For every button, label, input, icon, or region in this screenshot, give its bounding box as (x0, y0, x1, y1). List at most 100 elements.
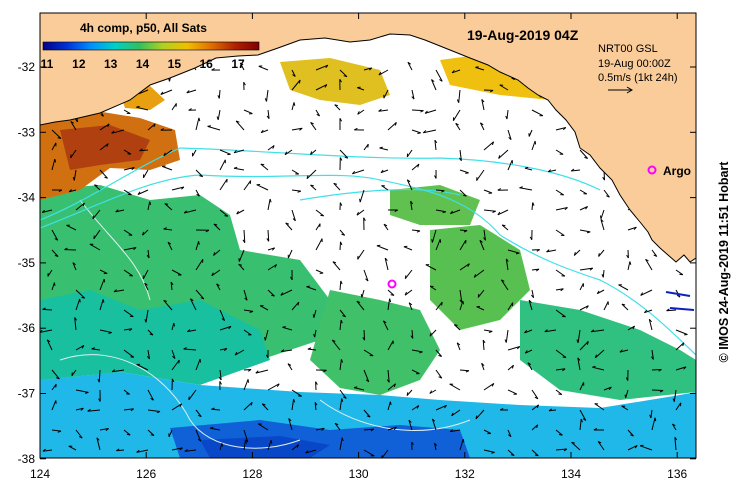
current-vector (450, 429, 461, 433)
current-vector (99, 299, 104, 311)
current-vector (339, 398, 343, 411)
current-vector (555, 127, 566, 131)
current-vector-head (207, 125, 212, 127)
current-vector-head (198, 117, 201, 122)
current-vector (195, 241, 200, 251)
current-vector (431, 79, 437, 91)
current-vector-head (404, 291, 407, 296)
current-vector-head (475, 66, 479, 68)
current-vector (592, 366, 605, 371)
current-vector (525, 349, 533, 354)
current-vector-head (223, 348, 228, 352)
current-vector (339, 280, 342, 291)
current-vector-head (81, 296, 85, 299)
current-vector (339, 241, 341, 251)
current-vector (627, 325, 635, 331)
current-vector (602, 269, 605, 278)
current-vector (376, 245, 389, 251)
current-vector-head (458, 157, 462, 161)
current-vector (170, 282, 173, 291)
current-vector (483, 449, 495, 453)
current-vector (280, 289, 293, 296)
current-vector (267, 247, 275, 251)
current-vector (425, 264, 437, 271)
current-vector (291, 127, 303, 131)
current-vector-head (228, 326, 232, 330)
current-vector-head (357, 111, 360, 115)
info-line-3: 0.5m/s (1kt 24h) (598, 72, 677, 84)
current-vector-head (383, 320, 387, 324)
current-vector-head (535, 268, 540, 272)
current-vector (315, 209, 325, 217)
current-vector (188, 389, 197, 401)
current-vector (217, 109, 221, 120)
current-vector-head (315, 381, 318, 385)
current-vector (483, 429, 492, 434)
current-vector-head (645, 258, 649, 262)
current-vector (51, 369, 60, 380)
current-vector (531, 140, 536, 151)
current-vector (123, 247, 137, 251)
current-vector-head (130, 356, 134, 358)
current-vector (555, 349, 567, 358)
current-vector-head (321, 427, 325, 431)
current-vector (256, 184, 269, 191)
current-vector (339, 359, 342, 371)
lon-tick-label: 136 (667, 467, 687, 481)
scale-arrow (608, 86, 633, 94)
current-vector-head (64, 247, 68, 251)
lat-tick-label: -35 (18, 256, 36, 270)
current-vector-head (216, 283, 220, 287)
current-vector-head (107, 123, 110, 128)
longitude-axis: 124 126 128 130 132 134 136 (30, 13, 688, 481)
current-vector-head (149, 201, 152, 206)
current-vector (99, 329, 112, 333)
current-vector-head (187, 329, 191, 332)
current-vector (115, 209, 125, 213)
current-vector (75, 289, 86, 299)
current-vector (113, 289, 125, 293)
current-vector-head (365, 379, 370, 383)
current-vector-head (209, 426, 214, 429)
current-vector-head (320, 214, 324, 217)
current-vector (219, 209, 229, 217)
current-vector-head (573, 252, 576, 256)
current-vector (475, 66, 485, 71)
current-vector-head (416, 230, 421, 233)
current-vector (315, 109, 321, 117)
current-vector (89, 243, 101, 251)
current-vector-head (499, 407, 504, 411)
current-vector-head (78, 436, 83, 439)
current-vector-head (339, 118, 343, 122)
current-vector-head (183, 210, 188, 214)
current-vector-head (136, 105, 140, 108)
current-vector (234, 349, 245, 356)
colorbar-tick-label: 12 (72, 57, 86, 71)
current-vector-head (422, 130, 427, 134)
current-vector-head (340, 241, 343, 246)
current-vector-head (621, 303, 626, 306)
current-vector-head (411, 441, 414, 446)
current-vector-head (465, 370, 470, 373)
current-vector-head (106, 143, 109, 147)
current-vector (481, 363, 485, 371)
current-vector-head (128, 328, 133, 332)
current-vector (291, 444, 299, 451)
current-vector (195, 289, 205, 300)
current-vector (339, 437, 343, 451)
current-vector (621, 405, 629, 411)
current-vector (123, 149, 132, 155)
current-vector (267, 264, 277, 271)
current-vector (339, 69, 348, 78)
current-vector (167, 241, 173, 251)
current-vector (627, 261, 631, 271)
land-mass (40, 13, 696, 263)
current-vector (650, 409, 653, 419)
current-vector (123, 167, 135, 171)
colorbar-tick-label: 15 (168, 57, 182, 71)
current-vector (458, 89, 461, 103)
current-vector (147, 329, 154, 336)
current-vector-head (672, 423, 676, 427)
current-vector-head (270, 440, 273, 444)
current-vector (411, 349, 423, 353)
